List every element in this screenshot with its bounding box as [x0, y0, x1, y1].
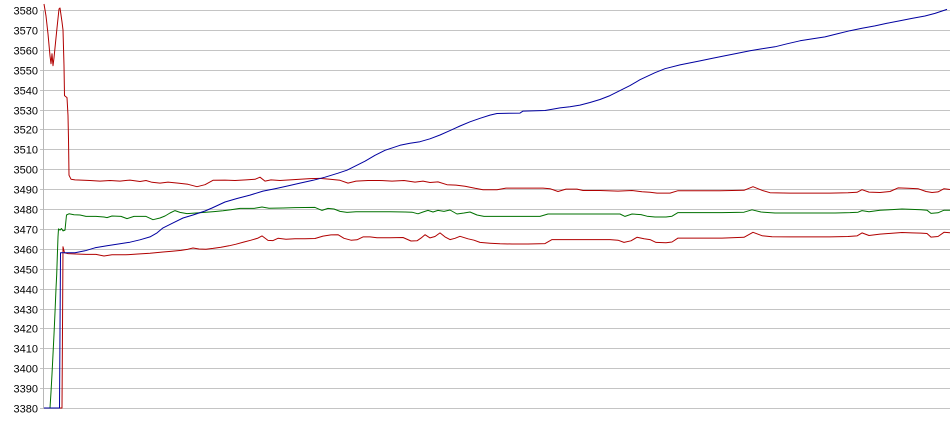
gridlines	[40, 10, 950, 409]
y-tick-label: 3400	[14, 364, 38, 376]
y-tick-label: 3420	[14, 324, 38, 336]
y-tick-label: 3470	[14, 225, 38, 237]
y-tick-label: 3550	[14, 66, 38, 78]
y-tick-label: 3500	[14, 165, 38, 177]
y-tick-label: 3430	[14, 305, 38, 317]
y-tick-label: 3440	[14, 285, 38, 297]
y-tick-label: 3530	[14, 106, 38, 118]
y-tick-label: 3520	[14, 125, 38, 137]
blue-balance-line	[44, 8, 948, 409]
y-tick-label: 3390	[14, 384, 38, 396]
green-line	[49, 206, 950, 409]
y-tick-label: 3510	[14, 145, 38, 157]
y-axis-labels: 3580 3570 3560 3550 3540 3530 3520 3510 3500 3490…	[14, 6, 38, 416]
y-tick-label: 3490	[14, 185, 38, 197]
y-tick-label: 3560	[14, 46, 38, 58]
y-tick-label: 3410	[14, 344, 38, 356]
y-tick-label: 3570	[14, 26, 38, 38]
y-tick-label: 3540	[14, 86, 38, 98]
y-tick-label: 3380	[14, 404, 38, 416]
y-tick-label: 3480	[14, 205, 38, 217]
y-tick-label: 3580	[14, 6, 38, 18]
y-tick-label: 3460	[14, 245, 38, 257]
y-tick-label: 3450	[14, 265, 38, 277]
series-lines	[43, 3, 950, 409]
upper-red-line	[43, 3, 950, 194]
lower-red-line	[48, 231, 950, 409]
